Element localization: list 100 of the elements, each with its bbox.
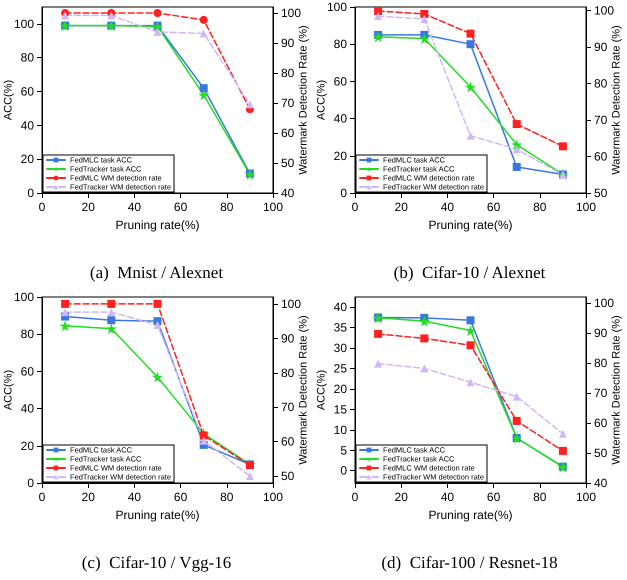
point bbox=[107, 300, 116, 308]
x-axis-title: Pruning rate(%) bbox=[428, 218, 513, 232]
point bbox=[512, 120, 521, 128]
point bbox=[418, 33, 430, 44]
y2-tick-label: 60 bbox=[594, 416, 608, 430]
y-axis-title: ACC(%) bbox=[316, 80, 328, 120]
point bbox=[465, 325, 476, 336]
x-tick-label: 80 bbox=[220, 490, 234, 504]
y-tick-label: 0 bbox=[27, 186, 34, 200]
point bbox=[466, 341, 474, 350]
point bbox=[372, 31, 384, 42]
point bbox=[106, 323, 117, 334]
x-tick-label: 80 bbox=[533, 490, 547, 504]
y-axis-title: ACC(%) bbox=[316, 370, 328, 410]
y2-tick-label: 60 bbox=[281, 126, 295, 140]
point bbox=[374, 12, 382, 20]
x-tick-label: 60 bbox=[174, 490, 188, 504]
y2-tick-label: 100 bbox=[594, 4, 614, 18]
y-tick-label: 80 bbox=[20, 327, 34, 342]
x-tick-label: 0 bbox=[38, 200, 46, 214]
x-tick-label: 100 bbox=[576, 200, 596, 214]
x-tick-label: 40 bbox=[440, 200, 454, 214]
y2-tick-label: 50 bbox=[594, 186, 608, 200]
y-axis-title: ACC(%) bbox=[2, 370, 14, 410]
point bbox=[198, 89, 210, 100]
point bbox=[61, 308, 70, 316]
point bbox=[558, 430, 567, 438]
y2-tick-label: 50 bbox=[594, 446, 608, 460]
text: (d) Cifar-100 / Resnet-18 bbox=[381, 553, 558, 572]
x-axis-title: Pruning rate(%) bbox=[115, 508, 200, 522]
y-tick-label: 35 bbox=[334, 320, 348, 335]
y-tick-label: 20 bbox=[334, 148, 348, 163]
y-tick-label: 40 bbox=[20, 118, 34, 132]
point bbox=[558, 142, 567, 150]
text: (b) Cifar-10 / Alexnet bbox=[394, 263, 546, 282]
point bbox=[420, 15, 428, 24]
y2-tick-label: 100 bbox=[281, 296, 302, 311]
y-tick-label: 40 bbox=[334, 112, 348, 126]
y-tick-label: 100 bbox=[326, 0, 348, 14]
y-tick-label: 60 bbox=[334, 74, 348, 88]
y2-tick-label: 80 bbox=[594, 356, 608, 370]
y-tick-label: 100 bbox=[14, 290, 34, 304]
x-tick-label: 20 bbox=[82, 490, 96, 504]
x-tick-label: 100 bbox=[262, 490, 284, 504]
point bbox=[152, 371, 163, 382]
y-tick-label: 80 bbox=[20, 50, 34, 65]
y2-tick-label: 100 bbox=[281, 6, 302, 20]
y-tick-label: 30 bbox=[334, 341, 348, 356]
point bbox=[466, 316, 474, 324]
y2-tick-label: 70 bbox=[281, 96, 295, 110]
point bbox=[154, 28, 162, 36]
point bbox=[200, 84, 208, 92]
x-tick-label: 0 bbox=[38, 490, 46, 504]
y2-tick-label: 80 bbox=[281, 366, 295, 380]
y-tick-label: 40 bbox=[334, 300, 348, 314]
y2-tick-label: 80 bbox=[281, 66, 295, 80]
point bbox=[465, 81, 476, 92]
point bbox=[61, 11, 70, 20]
y-tick-label: 5 bbox=[340, 443, 348, 458]
point bbox=[466, 378, 474, 386]
x-axis-title: Pruning rate(%) bbox=[115, 218, 200, 232]
x-tick-label: 20 bbox=[394, 200, 408, 214]
y-tick-label: 60 bbox=[20, 84, 34, 99]
y-tick-label: 100 bbox=[14, 16, 34, 31]
point bbox=[246, 472, 254, 480]
point bbox=[107, 308, 116, 316]
y-tick-label: 0 bbox=[340, 186, 348, 200]
point bbox=[61, 300, 70, 308]
y2-tick-label: 40 bbox=[594, 476, 608, 490]
x-tick-label: 80 bbox=[220, 200, 234, 214]
y-tick-label: 20 bbox=[334, 382, 348, 396]
y2-tick-label: 90 bbox=[594, 326, 608, 340]
point bbox=[200, 16, 208, 24]
y2-tick-label: 50 bbox=[281, 469, 295, 484]
point bbox=[107, 11, 116, 20]
x-tick-label: 80 bbox=[533, 200, 547, 214]
point bbox=[200, 29, 208, 38]
y2-tick-label: 60 bbox=[594, 150, 608, 164]
point bbox=[200, 436, 208, 445]
y-tick-label: 80 bbox=[334, 37, 348, 52]
x-tick-label: 40 bbox=[440, 490, 454, 504]
y-tick-label: 15 bbox=[334, 402, 348, 416]
point bbox=[246, 100, 254, 108]
point bbox=[154, 9, 162, 17]
point bbox=[374, 330, 382, 338]
point bbox=[512, 162, 521, 171]
y-tick-label: 40 bbox=[20, 402, 34, 416]
x-axis-title: Pruning rate(%) bbox=[428, 508, 513, 522]
y2-axis-title: Watermark Detection Rate (%) bbox=[298, 25, 310, 175]
x-tick-label: 40 bbox=[128, 200, 142, 214]
y2-tick-label: 90 bbox=[281, 36, 295, 50]
y2-axis-title: Watermark Detection Rate (%) bbox=[610, 315, 622, 465]
point bbox=[107, 316, 116, 324]
y-tick-label: 0 bbox=[27, 476, 34, 490]
y-tick-label: 10 bbox=[334, 422, 348, 437]
x-tick-label: 0 bbox=[352, 490, 359, 504]
y2-tick-label: 50 bbox=[281, 156, 295, 170]
point bbox=[154, 320, 162, 329]
point bbox=[558, 446, 567, 455]
x-tick-label: 100 bbox=[576, 490, 596, 504]
